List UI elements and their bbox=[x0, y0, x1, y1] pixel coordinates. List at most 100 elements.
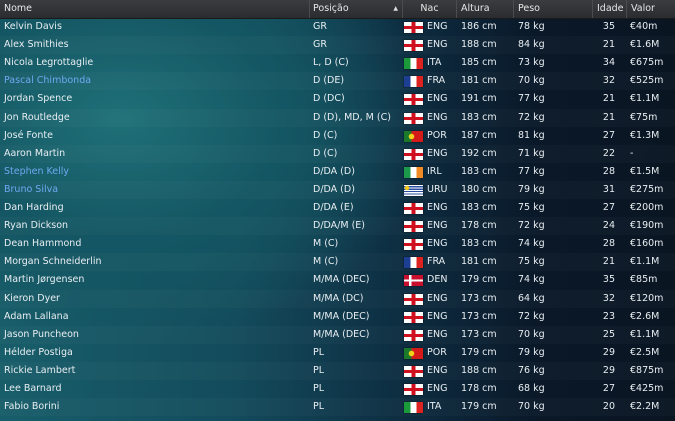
player-value: €160m bbox=[630, 238, 664, 250]
player-nation: IRL bbox=[427, 165, 442, 177]
player-weight: 71 kg bbox=[518, 147, 545, 159]
player-name[interactable]: Morgan Schneiderlin bbox=[4, 256, 102, 268]
player-name[interactable]: Bruno Silva bbox=[4, 183, 59, 195]
player-value: €40m bbox=[630, 21, 658, 32]
player-name[interactable]: Kieron Dyer bbox=[4, 292, 60, 304]
player-name[interactable]: Ryan Dickson bbox=[4, 220, 69, 232]
player-position: M (C) bbox=[313, 238, 339, 250]
player-value: €1.1M bbox=[630, 256, 660, 268]
player-name[interactable]: Jordan Spence bbox=[4, 93, 73, 105]
player-name[interactable]: José Fonte bbox=[4, 129, 53, 141]
player-age: 27 bbox=[602, 383, 615, 394]
player-name[interactable]: Lee Barnard bbox=[4, 383, 62, 394]
player-value: €525m bbox=[630, 75, 664, 87]
column-header-nation[interactable]: Nac bbox=[403, 0, 457, 18]
player-name[interactable]: Rickie Lambert bbox=[4, 364, 76, 376]
player-age: 32 bbox=[602, 75, 615, 87]
table-row[interactable]: Martin Jørgensen M/MA (DEC) DEN 179 cm 74 kg… bbox=[0, 271, 675, 289]
table-row[interactable]: Lee Barnard PL ENG 178 cm 68 kg 27 €425m bbox=[0, 380, 675, 398]
player-weight: 64 kg bbox=[518, 292, 545, 304]
column-header-height[interactable]: Altura bbox=[457, 0, 514, 18]
table-row[interactable]: Morgan Schneiderlin M (C) FRA 181 cm 75 kg 21… bbox=[0, 253, 675, 271]
flag-fra-icon bbox=[404, 257, 423, 269]
table-row[interactable]: José Fonte D (C) POR 187 cm 81 kg 27 €1.3M bbox=[0, 127, 675, 145]
player-name[interactable]: Jon Routledge bbox=[4, 111, 70, 123]
player-position: PL bbox=[313, 346, 325, 358]
table-row[interactable]: Nicola Legrottaglie L, D (C) ITA 185 cm 73 k… bbox=[0, 54, 675, 72]
player-name[interactable]: Hélder Postiga bbox=[4, 346, 73, 358]
player-position: D (D), MD, M (C) bbox=[313, 111, 391, 123]
player-age: 21 bbox=[602, 93, 615, 105]
player-nation: ENG bbox=[427, 310, 448, 322]
column-header-value[interactable]: Valor bbox=[631, 3, 655, 14]
flag-eng-icon bbox=[404, 94, 423, 106]
player-age: 27 bbox=[602, 202, 615, 213]
flag-eng-icon bbox=[404, 293, 423, 305]
player-name[interactable]: Adam Lallana bbox=[4, 310, 69, 322]
column-header-weight[interactable]: Peso bbox=[514, 0, 593, 18]
player-name[interactable]: Dean Hammond bbox=[4, 238, 82, 250]
player-name[interactable]: Dan Harding bbox=[4, 202, 64, 213]
player-name[interactable]: Alex Smithies bbox=[4, 39, 69, 51]
player-weight: 72 kg bbox=[518, 220, 545, 232]
player-height: 183 cm bbox=[461, 202, 497, 213]
player-name[interactable]: Kelvin Davis bbox=[4, 21, 62, 32]
player-age: 29 bbox=[602, 364, 615, 376]
player-position: D (C) bbox=[313, 129, 338, 141]
player-name[interactable]: Pascal Chimbonda bbox=[4, 75, 92, 87]
table-row[interactable]: Adam Lallana M/MA (DEC) ENG 173 cm 72 kg 23 €2… bbox=[0, 308, 675, 326]
column-header-position[interactable]: Posição ▲ bbox=[310, 0, 403, 18]
player-value: €2.2M bbox=[630, 401, 660, 413]
player-age: 21 bbox=[602, 111, 615, 123]
table-row[interactable]: Jordan Spence D (DC) ENG 191 cm 77 kg 21 €1.1M bbox=[0, 90, 675, 108]
player-age: 35 bbox=[602, 21, 615, 32]
table-row[interactable]: Dan Harding D/DA (E) ENG 183 cm 75 kg 27 €200m bbox=[0, 199, 675, 217]
column-header-age[interactable]: Idade bbox=[593, 0, 627, 18]
player-nation: ENG bbox=[427, 39, 448, 51]
player-value: €1.1M bbox=[630, 328, 660, 340]
table-row[interactable]: Kelvin Davis GR ENG 186 cm 78 kg 35 €40m bbox=[0, 18, 675, 36]
player-weight: 70 kg bbox=[518, 401, 545, 413]
flag-por-icon bbox=[404, 130, 423, 142]
table-row[interactable]: Hélder Postiga PL POR 179 cm 79 kg 29 €2.5M bbox=[0, 344, 675, 362]
table-row[interactable]: Dean Hammond M (C) ENG 183 cm 74 kg 28 €160m bbox=[0, 235, 675, 253]
player-name[interactable]: Martin Jørgensen bbox=[4, 274, 85, 286]
table-row[interactable]: Rickie Lambert PL ENG 188 cm 76 kg 29 €875m bbox=[0, 362, 675, 380]
player-weight: 81 kg bbox=[518, 129, 545, 141]
flag-eng-icon bbox=[404, 311, 423, 323]
player-nation: ENG bbox=[427, 21, 448, 32]
player-nation: POR bbox=[427, 346, 447, 358]
player-weight: 68 kg bbox=[518, 383, 545, 394]
table-row[interactable]: Stephen Kelly D/DA (D) IRL 183 cm 77 kg 28 €1.… bbox=[0, 163, 675, 181]
player-weight: 72 kg bbox=[518, 111, 545, 123]
flag-eng-icon bbox=[404, 22, 423, 33]
player-name[interactable]: Jason Puncheon bbox=[4, 328, 79, 340]
table-row[interactable]: Bruno Silva D/DA (D) URU 180 cm 79 kg 31 €275m bbox=[0, 181, 675, 199]
player-nation: ENG bbox=[427, 292, 448, 304]
player-weight: 76 kg bbox=[518, 364, 545, 376]
player-age: 28 bbox=[602, 165, 615, 177]
table-row[interactable]: Ryan Dickson D/DA/M (E) ENG 178 cm 72 kg 24 €1… bbox=[0, 217, 675, 235]
flag-eng-icon bbox=[404, 329, 423, 341]
table-row[interactable]: Alex Smithies GR ENG 188 cm 84 kg 21 €1.6M bbox=[0, 36, 675, 54]
column-header-name[interactable]: Nome bbox=[0, 0, 310, 18]
player-value: €1.5M bbox=[630, 165, 660, 177]
player-weight: 78 kg bbox=[518, 21, 545, 32]
player-name[interactable]: Aaron Martin bbox=[4, 147, 66, 159]
player-name[interactable]: Fabio Borini bbox=[4, 401, 60, 413]
table-row[interactable]: Aaron Martin D (C) ENG 192 cm 71 kg 22 - bbox=[0, 145, 675, 163]
player-nation: ITA bbox=[427, 57, 442, 69]
table-row[interactable]: Jon Routledge D (D), MD, M (C) ENG 183 cm 72… bbox=[0, 109, 675, 127]
player-name[interactable]: Nicola Legrottaglie bbox=[4, 57, 94, 69]
player-weight: 70 kg bbox=[518, 328, 545, 340]
player-value: - bbox=[630, 147, 634, 159]
table-row[interactable]: Kieron Dyer M/MA (DC) ENG 173 cm 64 kg 32 €120… bbox=[0, 290, 675, 308]
player-weight: 79 kg bbox=[518, 346, 545, 358]
table-row[interactable]: Pascal Chimbonda D (DE) FRA 181 cm 70 kg 32 €5… bbox=[0, 72, 675, 90]
player-nation: ENG bbox=[427, 383, 448, 394]
player-nation: ENG bbox=[427, 147, 448, 159]
player-height: 181 cm bbox=[461, 75, 497, 87]
table-row[interactable]: Jason Puncheon M/MA (DEC) ENG 173 cm 70 kg 25… bbox=[0, 326, 675, 344]
player-name[interactable]: Stephen Kelly bbox=[4, 165, 70, 177]
table-row[interactable]: Fabio Borini PL ITA 179 cm 70 kg 20 €2.2M bbox=[0, 398, 675, 416]
